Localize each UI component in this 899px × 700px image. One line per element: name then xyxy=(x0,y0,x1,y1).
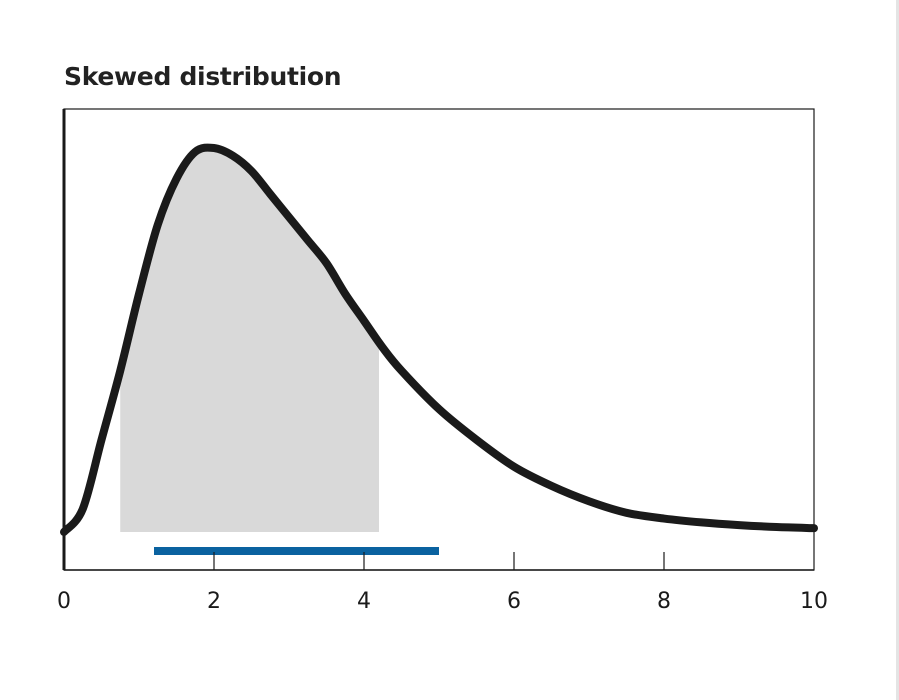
x-ticks: 0 2 4 6 8 10 xyxy=(57,552,828,614)
axes xyxy=(62,108,815,571)
x-tick-label: 10 xyxy=(800,589,828,614)
x-tick-label: 6 xyxy=(507,589,521,614)
x-tick-label: 8 xyxy=(657,589,671,614)
density-curve xyxy=(60,143,818,536)
scroll-edge xyxy=(896,0,899,700)
shaded-region xyxy=(120,148,379,532)
x-tick-label: 4 xyxy=(357,589,371,614)
x-tick-label: 0 xyxy=(57,589,71,614)
chart-title: Skewed distribution xyxy=(64,62,342,91)
x-tick-label: 2 xyxy=(207,589,221,614)
